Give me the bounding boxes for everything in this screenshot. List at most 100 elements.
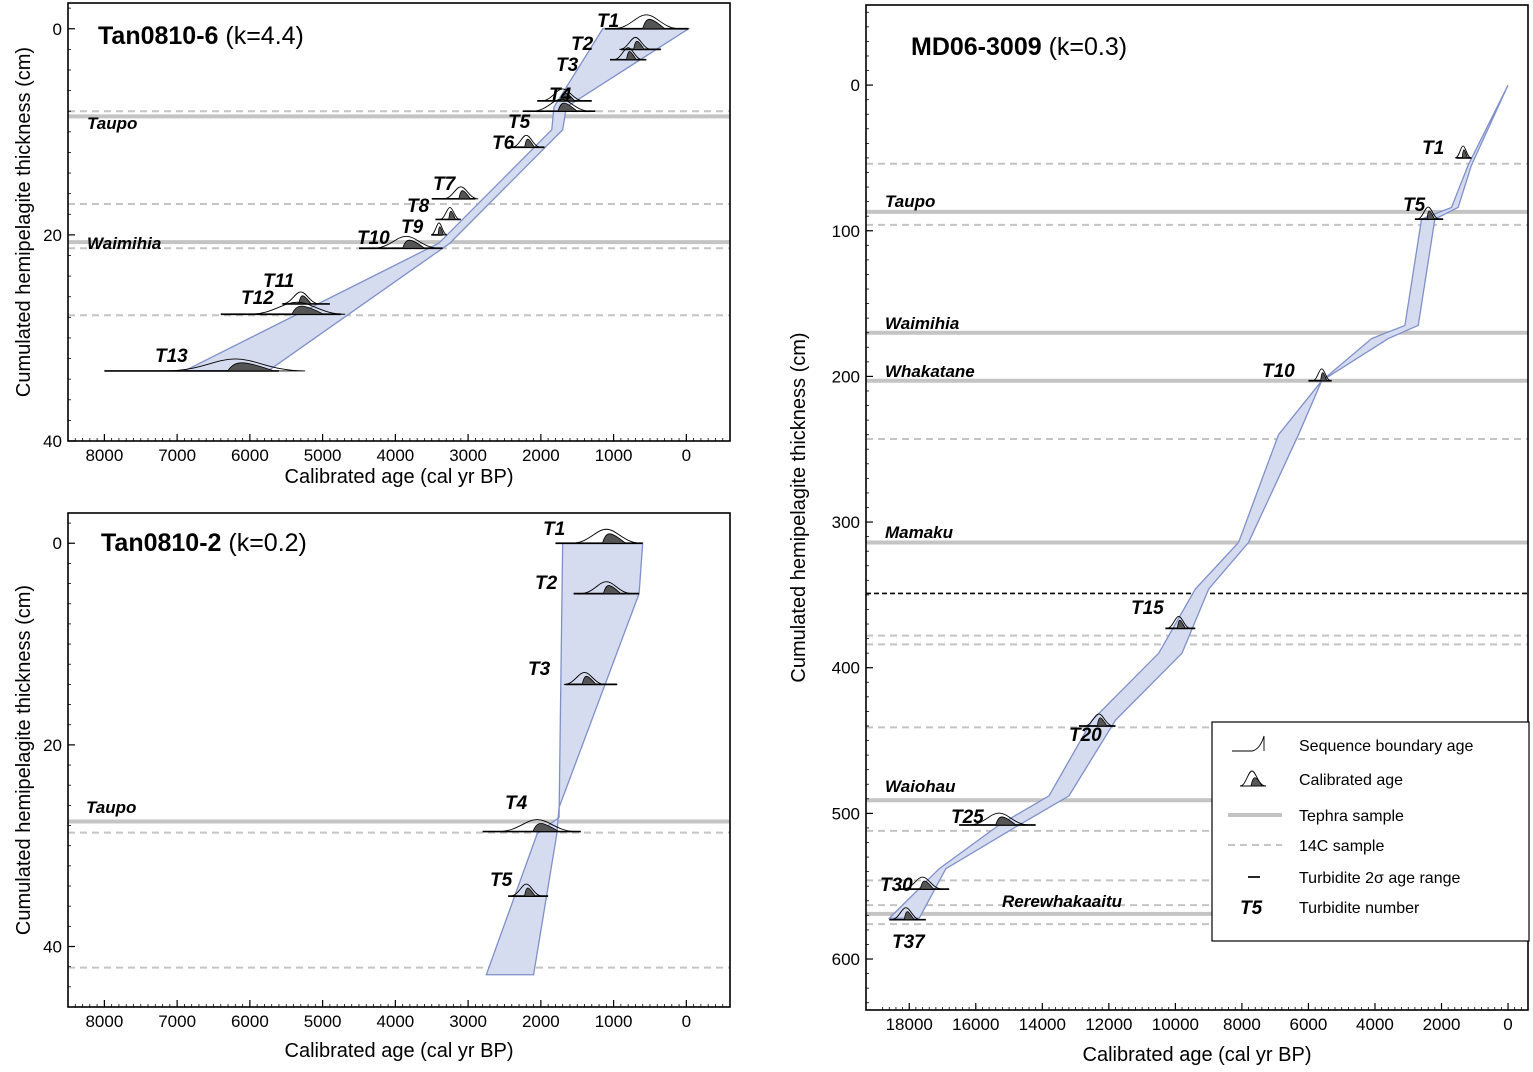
x-tick-label: 2000	[1423, 1015, 1461, 1034]
turbidite-label-t10: T10	[1262, 361, 1295, 382]
y-axis-label: Cumulated hemipelagite thickness (cm)	[788, 332, 810, 682]
turbidite-label-t37: T37	[892, 932, 926, 953]
x-tick-label: 4000	[1356, 1015, 1394, 1034]
turbidite-label-t20: T20	[1069, 725, 1102, 746]
core-name: Tan0810-2	[101, 529, 221, 557]
x-tick-label: 14000	[1019, 1015, 1066, 1034]
x-tick-label: 1000	[595, 1012, 633, 1031]
y-axis-label: Cumulated hemipelagite thickness (cm)	[13, 585, 35, 935]
y-tick-label: 20	[43, 736, 62, 755]
tephra-label-waimihia: Waimihia	[87, 234, 161, 253]
turbidite-number-symbol: T5	[1240, 898, 1263, 919]
panel-title: Tan0810-6 (k=4.4)	[98, 22, 304, 50]
x-axis-label: Calibrated age (cal yr BP)	[285, 1040, 514, 1062]
turbidite-label-t2: T2	[571, 34, 594, 55]
turbidite-label-t15: T15	[1131, 598, 1164, 619]
tephra-label-rerewhakaaitu: Rerewhakaaitu	[1002, 892, 1123, 911]
legend-label-calibrated: Calibrated age	[1299, 772, 1403, 789]
tephra-label-whakatane: Whakatane	[885, 362, 975, 381]
y-tick-label: 0	[53, 20, 62, 39]
plot-area	[68, 15, 730, 371]
turbidite-label-t25: T25	[951, 807, 984, 828]
x-tick-label: 1000	[595, 446, 633, 465]
y-tick-label: 0	[53, 534, 62, 553]
k-value: (k=0.2)	[221, 529, 306, 557]
x-tick-label: 6000	[1290, 1015, 1328, 1034]
x-tick-label: 8000	[1223, 1015, 1261, 1034]
y-tick-label: 40	[43, 432, 62, 451]
panel-tan0810-2: 8000 7000 6000 5000 4000 3000 2000 1000 0 0 20 40 Ca…	[13, 513, 730, 1062]
x-tick-label: 2000	[522, 446, 560, 465]
x-axis-label: Calibrated age (cal yr BP)	[285, 466, 514, 488]
x-tick-label: 7000	[158, 446, 196, 465]
pdf-filled-t8	[449, 211, 456, 219]
y-tick-label: 400	[832, 659, 860, 678]
legend-label-sequence: Sequence boundary age	[1299, 738, 1473, 755]
age-model-band	[486, 543, 642, 974]
x-tick-label: 5000	[304, 1012, 342, 1031]
x-tick-label: 18000	[886, 1015, 933, 1034]
turbidite-label-t5: T5	[490, 870, 513, 891]
core-name: MD06-3009	[911, 33, 1042, 61]
y-tick-label: 200	[832, 367, 860, 386]
legend: Sequence boundary age Calibrated age Tephr…	[1212, 722, 1529, 941]
x-tick-label: 0	[682, 1012, 691, 1031]
panel-tan0810-6: 8000 7000 6000 5000 4000 3000 2000 1000 002040Ca…	[13, 3, 730, 488]
tephra-label-mamaku: Mamaku	[885, 523, 954, 542]
x-tick-label: 3000	[449, 446, 487, 465]
x-tick-label: 10000	[1152, 1015, 1199, 1034]
turbidite-label-t1: T1	[1422, 138, 1444, 159]
x-tick-label: 8000	[85, 1012, 123, 1031]
turbidite-label-t13: T13	[155, 346, 188, 367]
x-tick-label: 0	[682, 446, 691, 465]
tephra-label-waimihia: Waimihia	[885, 314, 959, 333]
x-tick-label: 4000	[376, 1012, 414, 1031]
turbidite-label-t4: T4	[505, 793, 528, 814]
x-tick-label: 4000	[376, 446, 414, 465]
turbidite-label-t3: T3	[528, 659, 551, 680]
age-model-band	[184, 29, 688, 371]
turbidite-label-t30: T30	[880, 875, 913, 896]
pdf-filled-t1	[602, 534, 625, 543]
y-tick-label: 100	[832, 222, 860, 241]
pdf-filled-t9	[438, 227, 443, 235]
turbidite-label-t7: T7	[433, 174, 457, 195]
x-axis-label: Calibrated age (cal yr BP)	[1083, 1044, 1312, 1066]
turbidite-label-t4: T4	[549, 85, 572, 106]
k-value: (k=0.3)	[1042, 33, 1127, 61]
turbidite-label-t6: T6	[492, 133, 515, 154]
y-tick-label: 300	[832, 513, 860, 532]
x-tick-label: 0	[1503, 1015, 1512, 1034]
x-tick-label: 2000	[522, 1012, 560, 1031]
plot-area	[68, 529, 730, 974]
core-name: Tan0810-6	[98, 22, 218, 50]
turbidite-label-t9: T9	[401, 217, 424, 238]
x-tick-label: 7000	[158, 1012, 196, 1031]
legend-label-number: Turbidite number	[1299, 900, 1420, 917]
turbidite-label-t1: T1	[543, 519, 565, 540]
legend-symbol-number: T5	[1240, 898, 1263, 919]
legend-label-c14: 14C sample	[1299, 838, 1384, 855]
turbidite-label-t5: T5	[508, 112, 531, 133]
legend-label-tephra: Tephra sample	[1299, 808, 1404, 825]
tephra-label-taupo: Taupo	[885, 192, 935, 211]
turbidite-label-t8: T8	[407, 196, 430, 217]
pdf-filled-t6	[525, 139, 535, 147]
y-tick-label: 500	[832, 804, 860, 823]
turbidite-label-t5: T5	[1403, 195, 1426, 216]
x-tick-label: 6000	[231, 446, 269, 465]
tephra-label-waiohau: Waiohau	[885, 777, 956, 796]
pdf-filled-t1	[1462, 150, 1467, 158]
y-tick-label: 40	[43, 938, 62, 957]
pdf-filled-t1	[643, 19, 665, 28]
panel-title: Tan0810-2 (k=0.2)	[101, 529, 307, 557]
turbidite-label-t2: T2	[535, 573, 558, 594]
y-tick-label: 0	[851, 76, 860, 95]
k-value: (k=4.4)	[218, 22, 303, 50]
turbidite-label-t12: T12	[241, 288, 274, 309]
turbidite-label-t10: T10	[357, 228, 390, 249]
y-tick-label: 600	[832, 950, 860, 969]
legend-label-range: Turbidite 2σ age range	[1299, 870, 1460, 887]
turbidite-label-t1: T1	[597, 11, 619, 32]
x-tick-label: 12000	[1085, 1015, 1132, 1034]
